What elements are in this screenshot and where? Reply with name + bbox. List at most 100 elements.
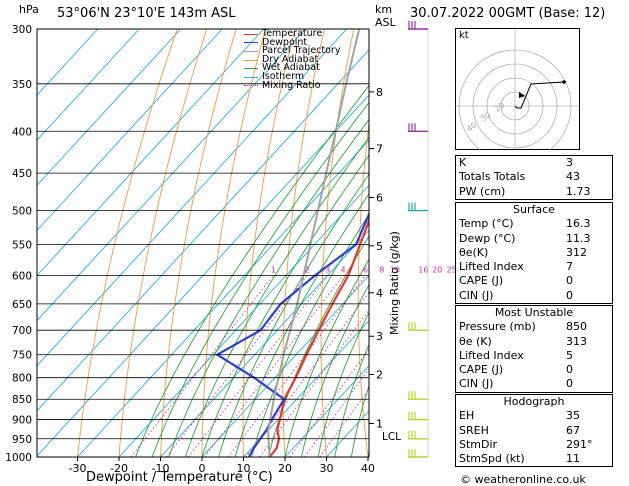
isotherm-line	[37, 49, 369, 412]
isotherm-line	[37, 29, 306, 322]
isotherm-line	[284, 365, 369, 457]
pressure-tick-label: 750	[12, 350, 32, 362]
legend-swatch	[244, 76, 258, 78]
row-value: 291°	[566, 437, 593, 451]
row-value: 0	[566, 363, 573, 377]
km-tick-label: 1	[376, 417, 383, 430]
isotherm-line	[37, 29, 223, 232]
table-row: StmSpd (kt) 11	[456, 452, 612, 466]
legend-item: Dry Adiabat	[244, 53, 340, 65]
table-row: EH 35	[456, 409, 612, 423]
mixing-ratio-label: 8	[379, 265, 384, 274]
pressure-tick-label: 300	[12, 24, 32, 36]
legend-label: Dewpoint	[262, 36, 308, 48]
legend-swatch	[244, 33, 258, 35]
legend-item: Dewpoint	[244, 36, 340, 48]
km-tick-label: 8	[376, 86, 383, 99]
x-tick-label: 40	[361, 462, 375, 475]
mixing-ratio-line	[204, 275, 344, 457]
table-row: PW (cm) 1.73	[456, 185, 612, 199]
row-label: Dewp (°C)	[459, 231, 516, 245]
pressure-tick-label: 900	[12, 415, 32, 427]
pressure-tick-label: 800	[12, 373, 32, 385]
km-tick-label: 2	[376, 369, 383, 382]
table-row: θe (K) 313	[456, 335, 612, 349]
mixing-ratio-label: 20	[432, 265, 442, 274]
plot-frame	[36, 28, 370, 458]
isotherm-line	[37, 29, 140, 141]
mixing-ratio-axis-label: Mixing Ratio (g/kg)	[388, 231, 401, 335]
mixing-ratio-label: 6	[363, 265, 368, 274]
legend-label: Dry Adiabat	[262, 53, 319, 65]
mixing-ratio-label: 4	[341, 265, 346, 274]
legend-label: Temperature	[262, 28, 323, 39]
mixing-ratio-line	[259, 309, 369, 457]
isotherm-line	[77, 139, 369, 457]
row-label: CAPE (J)	[459, 363, 504, 377]
legend-swatch	[244, 85, 258, 87]
hodograph-table: Hodograph EH 35 SREH 67 StmDir 291° StmSpd (kt)…	[455, 394, 613, 468]
hodograph-frame	[455, 28, 580, 150]
row-label: Pressure (mb)	[459, 320, 536, 334]
mixing-ratio-line	[130, 275, 274, 457]
row-value: 313	[566, 334, 587, 348]
surface-table: Surface Temp (°C) 16.3 Dewp (°C) 11.3 θe(K) 31…	[455, 202, 613, 305]
chart-legend: Temperature Dewpoint Parcel Trajectory Dry …	[244, 28, 341, 91]
wet-adiabat-line	[184, 136, 369, 457]
hodograph-kt-label: kt	[459, 30, 469, 41]
parcel-trajectory-line	[267, 29, 361, 457]
legend-label: Parcel Trajectory	[262, 45, 341, 57]
legend-item: Temperature	[244, 28, 340, 39]
row-value: 5	[566, 348, 573, 362]
km-tick-label: 4	[376, 287, 383, 300]
dry-adiabat-line	[201, 29, 266, 457]
x-tick-label: -20	[110, 462, 128, 475]
row-value: 11.3	[566, 231, 591, 245]
km-tick-label: 5	[376, 240, 383, 253]
lcl-label: LCL	[382, 431, 401, 443]
x-axis-label: Dewpoint / Temperature (°C)	[86, 470, 273, 485]
hpa-unit: hPa	[19, 3, 39, 16]
row-label: CAPE (J)	[459, 274, 504, 288]
legend-item: Parcel Trajectory	[244, 45, 341, 57]
x-tick-label: -30	[69, 462, 87, 475]
row-value: 0	[566, 288, 573, 302]
mixing-ratio-label: 10	[390, 265, 400, 274]
row-value: 1.73	[566, 184, 591, 198]
legend-item: Wet Adiabat	[244, 63, 340, 73]
mixing-ratio-line	[245, 291, 369, 457]
row-label: CIN (J)	[459, 288, 494, 302]
x-tick-label: 10	[237, 462, 251, 475]
row-label: EH	[459, 409, 475, 423]
isotherm-line	[37, 94, 369, 457]
row-label: StmSpd (kt)	[459, 452, 525, 466]
row-label: Temp (°C)	[459, 217, 514, 231]
isotherm-line	[118, 184, 369, 457]
dry-adiabat-line	[619, 29, 629, 457]
table-title: Hodograph	[503, 395, 565, 408]
row-value: 11	[566, 452, 580, 466]
row-value: 7	[566, 260, 573, 274]
table-row: CAPE (J) 0	[456, 274, 612, 288]
mixing-ratio-line	[289, 348, 369, 457]
legend-swatch	[244, 68, 258, 70]
mixing-ratio-label: 2	[304, 265, 309, 274]
table-row: Lifted Index 5	[456, 349, 612, 363]
pressure-tick-label: 400	[12, 126, 32, 138]
km-tick-label: 3	[376, 330, 383, 343]
row-value: 16.3	[566, 217, 591, 231]
datetime-label: 30.07.2022 00GMT (Base: 12)	[410, 6, 606, 21]
copyright-footer: © weatheronline.co.uk	[460, 473, 586, 486]
row-value: 0	[566, 377, 573, 391]
table-row: Temp (°C) 16.3	[456, 217, 612, 231]
table-row: CIN (J) 0	[456, 289, 612, 303]
mixing-ratio-line	[304, 368, 369, 457]
row-value: 312	[566, 245, 587, 259]
legend-label: Mixing Ratio	[262, 79, 321, 91]
row-value: 43	[566, 170, 580, 184]
row-label: Totals Totals	[459, 170, 526, 184]
legend-item: Isotherm	[244, 72, 340, 82]
